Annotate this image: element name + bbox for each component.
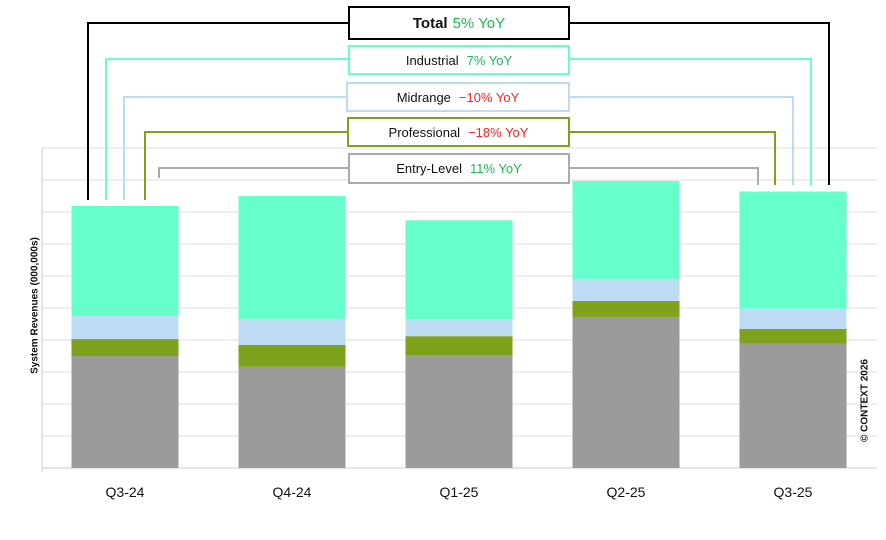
annotation-label: Professional <box>388 124 461 140</box>
annotation-label: Entry-Level <box>396 161 462 176</box>
connector-left-4 <box>158 167 350 178</box>
annotation-yoy: 5% YoY <box>452 14 506 32</box>
annotation-total: Total 5% YoY <box>348 6 570 40</box>
annotation-yoy: −10% YoY <box>458 89 520 105</box>
annotation-entry-level: Entry-Level 11% YoY <box>348 153 570 184</box>
annotation-yoy: 11% YoY <box>469 161 522 176</box>
bar-entry-level-q3-24 <box>71 356 179 468</box>
bar-professional-q2-25 <box>572 300 680 317</box>
connector-right-3 <box>568 131 776 185</box>
connector-left-2 <box>123 96 350 200</box>
bar-midrange-q4-24 <box>238 318 346 345</box>
annotation-yoy: 7% YoY <box>466 52 513 68</box>
bar-industrial-q1-25 <box>405 220 513 320</box>
connector-left-0 <box>87 22 350 200</box>
x-tick-label: Q4-24 <box>272 484 312 500</box>
bar-professional-q3-25 <box>739 328 847 344</box>
bar-entry-level-q4-24 <box>238 366 346 468</box>
connector-right-0 <box>568 22 830 185</box>
annotation-label: Industrial <box>405 52 459 68</box>
annotation-yoy: −18% YoY <box>468 124 529 140</box>
connector-left-1 <box>105 58 350 200</box>
bar-industrial-q4-24 <box>238 196 346 319</box>
connector-right-4 <box>568 167 759 185</box>
connector-right-1 <box>568 58 812 185</box>
bar-entry-level-q1-25 <box>405 355 513 468</box>
x-tick-label: Q3-24 <box>105 484 145 500</box>
bar-professional-q3-24 <box>71 339 179 356</box>
bar-industrial-q3-24 <box>71 205 179 316</box>
y-axis-label: System Revenues (000,000s) <box>29 237 41 374</box>
bar-entry-level-q3-25 <box>739 343 847 468</box>
bar-entry-level-q2-25 <box>572 316 680 468</box>
bar-midrange-q3-25 <box>739 308 847 329</box>
annotation-industrial: Industrial 7% YoY <box>348 45 570 75</box>
connector-left-3 <box>144 131 350 200</box>
bar-midrange-q2-25 <box>572 279 680 301</box>
bar-midrange-q3-24 <box>71 316 179 340</box>
annotation-midrange: Midrange −10% YoY <box>346 82 570 112</box>
bar-industrial-q2-25 <box>572 180 680 280</box>
annotation-label: Midrange <box>396 89 451 105</box>
copyright-text: © CONTEXT 2026 <box>859 359 871 442</box>
connector-right-2 <box>568 96 794 185</box>
bar-industrial-q3-25 <box>739 191 847 309</box>
x-tick-label: Q2-25 <box>606 484 646 500</box>
bar-professional-q1-25 <box>405 336 513 356</box>
bar-professional-q4-24 <box>238 344 346 367</box>
x-tick-label: Q1-25 <box>439 484 479 500</box>
x-tick-label: Q3-25 <box>773 484 813 500</box>
bar-midrange-q1-25 <box>405 319 513 337</box>
annotation-label: Total <box>412 14 448 32</box>
annotation-professional: Professional −18% YoY <box>347 117 570 147</box>
